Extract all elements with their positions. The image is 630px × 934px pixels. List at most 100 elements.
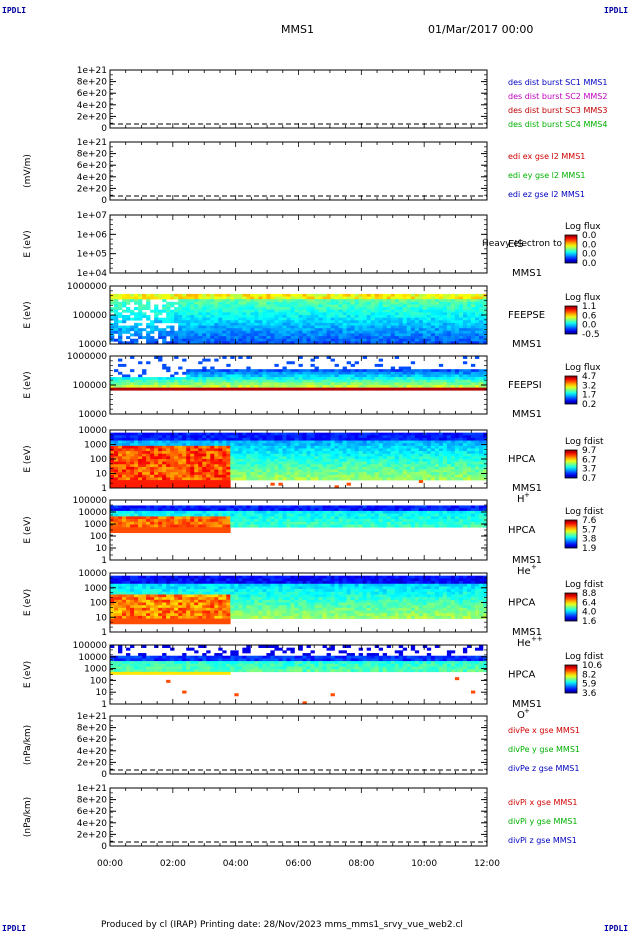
spectrogram-cell (350, 330, 355, 334)
spectrogram-cell (270, 325, 275, 329)
spectrogram-cell (338, 330, 343, 334)
spectrogram-cell (250, 296, 255, 300)
spectrogram-cell (290, 317, 295, 321)
spectrogram-cell (374, 435, 380, 439)
spectrogram-cell (230, 435, 235, 439)
spectrogram-cell (426, 293, 432, 297)
spectrogram-cell (390, 474, 396, 478)
spectrogram-cell (206, 317, 211, 321)
spectrogram-cell (114, 369, 119, 373)
spectrogram-cell (146, 299, 151, 303)
spectrogram-cell (246, 366, 251, 370)
spectrogram-cell (170, 508, 175, 512)
spectrogram-cell (406, 448, 412, 452)
spectrogram-cell (186, 325, 191, 329)
spectrogram-cell (138, 304, 143, 308)
spectrogram-cell (394, 341, 400, 345)
spectrogram-cell (166, 315, 171, 318)
spectrogram-cell (278, 448, 283, 452)
spectrogram-cell (190, 336, 195, 340)
spectrogram-cell (198, 464, 203, 468)
spectrogram-cell (398, 385, 404, 388)
spectrogram-cell (186, 336, 191, 340)
spectrogram-cell (154, 469, 159, 473)
spectrogram-cell (342, 333, 347, 337)
spectrogram-cell (346, 309, 351, 313)
spectrogram-cell (382, 293, 388, 297)
spectrogram-cell (122, 459, 127, 462)
spectrogram-cell (206, 333, 211, 337)
spectrogram-cell (114, 530, 119, 534)
spectrogram-cell (254, 466, 259, 470)
spectrogram-cell (170, 315, 175, 318)
spectrogram-cell (222, 472, 227, 476)
spectrogram-cell (198, 379, 203, 383)
spectrogram-cell (242, 296, 247, 300)
spectrogram-cell (318, 293, 323, 297)
spectrogram-cell (338, 477, 343, 481)
spectrogram-cell (450, 379, 456, 383)
spectrogram-cell (186, 301, 191, 305)
spectrogram-cell (474, 461, 480, 465)
spectrogram-cell (162, 382, 167, 386)
spectrogram-cell (474, 309, 480, 313)
y-tick-label: 6e+20 (77, 89, 108, 99)
spectrogram-cell (198, 325, 203, 329)
spectrogram-cell (138, 301, 143, 305)
spectrogram-cell (318, 333, 323, 337)
spectrogram-cell (450, 474, 456, 478)
spectrogram-cell (194, 301, 199, 305)
spectrogram-cell (218, 485, 223, 489)
spectrogram-cell (218, 385, 223, 388)
spectrogram-cell (154, 480, 159, 484)
spectrogram-cell (298, 466, 303, 470)
spectrogram-cell (230, 338, 235, 342)
spectrogram-cell (386, 320, 392, 324)
spectrogram-cell (466, 453, 472, 457)
spectrogram-cell (282, 477, 287, 481)
spectrogram-cell (182, 301, 187, 305)
spectrogram-cell (278, 338, 283, 342)
spectrogram-cell (246, 448, 251, 452)
spectrogram-cell (254, 440, 259, 444)
spectrogram-cell (254, 432, 259, 436)
spectrogram-cell (294, 369, 299, 373)
spectrogram-cell (186, 338, 191, 342)
spectrogram-cell (326, 382, 331, 386)
spectrogram-cell (186, 304, 191, 308)
spectrogram-cell (286, 387, 291, 391)
spectrogram-cell (150, 341, 155, 345)
spectrogram-cell (286, 371, 291, 375)
spectrogram-cell (306, 304, 311, 308)
spectrogram-cell (130, 459, 135, 462)
spectrogram-cell (470, 301, 476, 305)
spectrogram-cell (306, 341, 311, 345)
spectrogram-cell (126, 385, 131, 388)
spectrogram-cell (366, 445, 371, 449)
spectrogram-cell (326, 325, 331, 329)
spectrogram-cell (478, 432, 484, 436)
spectrogram-cell (262, 377, 267, 381)
spectrogram-cell (330, 296, 335, 300)
spectrogram-cell (358, 304, 363, 308)
spectrogram-cell (454, 322, 460, 326)
spectrogram-cell (226, 338, 231, 342)
spectrogram-cell (478, 469, 484, 473)
spectrogram-cell (198, 307, 203, 311)
spectrogram-cell (298, 325, 303, 329)
spectrogram-cell (234, 435, 239, 439)
spectrogram-cell (374, 445, 380, 449)
spectrogram-cell (202, 320, 207, 324)
spectrogram-cell (270, 461, 275, 465)
spectrogram-cell (118, 296, 123, 300)
spectrogram-cell (174, 464, 179, 468)
spectrogram-cell (250, 435, 255, 439)
spectrogram-cell (170, 445, 175, 449)
spectrogram-cell (322, 371, 327, 375)
spectrogram-cell (382, 336, 388, 340)
spectrogram-cell (150, 320, 155, 324)
spectrogram-cell (482, 456, 488, 460)
spectrogram-cell (370, 474, 375, 478)
spectrogram-cell (482, 301, 488, 305)
spectrogram-cell (330, 448, 335, 452)
